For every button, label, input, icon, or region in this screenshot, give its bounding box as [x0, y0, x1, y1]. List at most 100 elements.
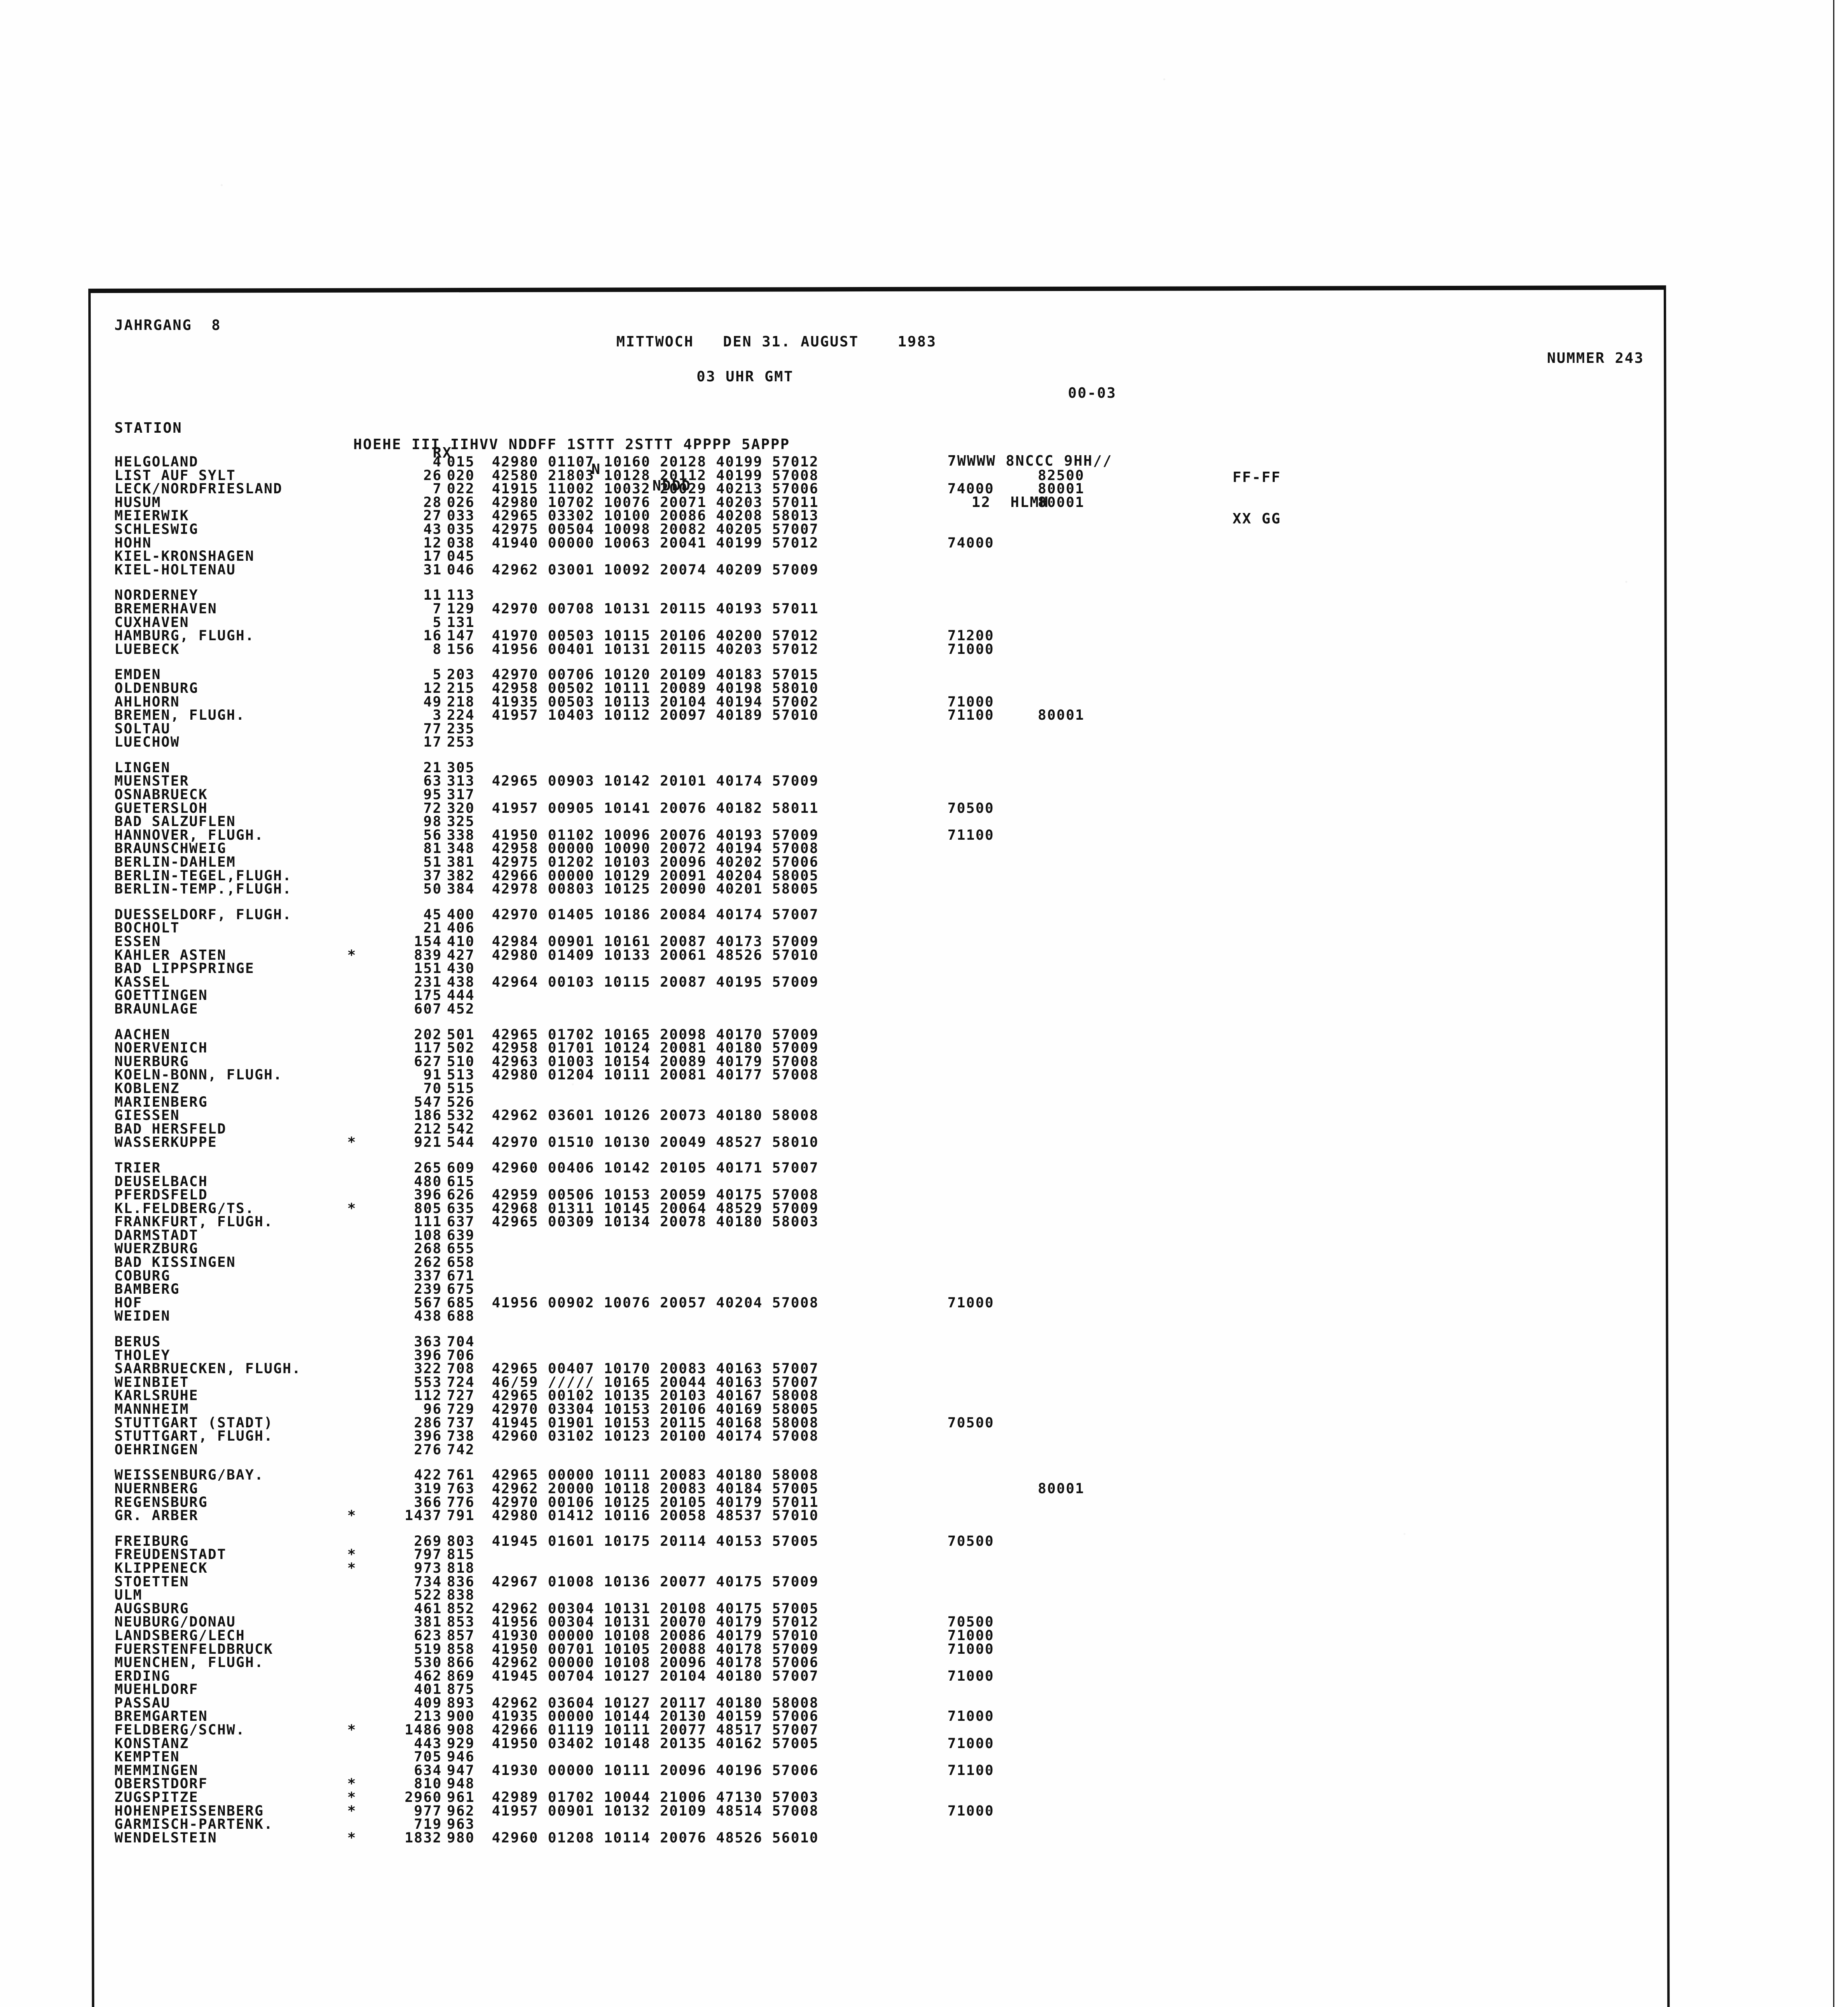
- cell-name: KL.FELDBERG/TS.: [114, 1200, 255, 1217]
- cell-iii: 655: [447, 1241, 475, 1257]
- cell-groups: 41957 10403 10112 20097 40189 57010: [492, 707, 819, 724]
- table-row: STUTTGART, FLUGH. 396 738 42960 03102 10123…: [90, 1429, 1668, 1443]
- cell-iii: 020: [447, 467, 475, 484]
- cell-iii: 400: [447, 906, 475, 923]
- cell-iii: 129: [447, 600, 475, 617]
- cell-hoehe: 409: [414, 1695, 442, 1711]
- table-row: MEMMINGEN 634 947 41930 00000 10111 20096 4…: [90, 1764, 1668, 1778]
- cell-w7: 71100: [947, 1762, 994, 1779]
- cell-groups: 41950 03402 10148 20135 40162 57005: [492, 1735, 819, 1752]
- cell-groups: 41915 11002 10032 20029 40213 57006: [492, 481, 819, 497]
- cell-name: NEUBURG/DONAU: [114, 1614, 236, 1630]
- cell-hoehe: 63: [423, 773, 442, 790]
- cell-n8: 80001: [1038, 707, 1085, 724]
- cell-iii: 045: [447, 548, 475, 565]
- cell-hoehe: 98: [423, 814, 442, 830]
- cell-name: ULM: [114, 1587, 143, 1604]
- cell-iii: 046: [447, 562, 475, 578]
- table-row: DEUSELBACH 480 615: [90, 1174, 1668, 1189]
- cell-w7: 71000: [947, 1627, 994, 1644]
- cell-groups: 41957 00901 10132 20109 48514 57008: [492, 1803, 819, 1819]
- cell-hoehe: 7: [432, 481, 442, 497]
- cell-name: ZUGSPITZE: [114, 1789, 199, 1806]
- cell-groups: 41970 00503 10115 20106 40200 57012: [492, 628, 819, 644]
- cell-hoehe: 269: [414, 1533, 442, 1549]
- cell-iii: 022: [447, 481, 475, 497]
- table-row: BAD SALZUFLEN 98 325: [90, 815, 1668, 829]
- cell-hoehe: 7: [432, 600, 442, 617]
- table-row: HOHENPEISSENBERG * 977 962 41957 00901 10132…: [90, 1803, 1668, 1819]
- cell-hoehe: 322: [414, 1361, 442, 1377]
- cell-w7: 71000: [947, 1803, 994, 1819]
- cell-hoehe: 5: [432, 667, 442, 683]
- cell-name: AHLHORN: [114, 694, 180, 710]
- cell-iii: 815: [447, 1547, 475, 1563]
- cell-hoehe: 81: [423, 841, 442, 857]
- cell-name: TRIER: [114, 1160, 161, 1176]
- cell-groups: 42978 00803 10125 20090 40201 58005: [492, 881, 819, 898]
- table-row: COBURG 337 671: [90, 1268, 1668, 1284]
- cell-hoehe: 5: [432, 614, 442, 631]
- cell-iii: 685: [447, 1295, 475, 1311]
- table-row: BERUS 363 704: [90, 1335, 1668, 1349]
- station-group: DUESSELDORF, FLUGH. 45 400 42970 01405 1018…: [90, 908, 1668, 1016]
- cell-name: SCHLESWIG: [114, 521, 199, 537]
- cell-iii: 908: [447, 1722, 475, 1738]
- cell-name: LANDSBERG/LECH: [114, 1627, 245, 1644]
- report-sheet: JAHRGANG 8 MITTWOCH DEN 31. AUGUST 1983 …: [90, 287, 1668, 2007]
- cell-w7: 74000: [947, 481, 994, 497]
- table-row: OLDENBURG 12 215 42958 00502 10111 20089 40…: [90, 682, 1668, 696]
- cell-name: KLIPPENECK: [114, 1560, 208, 1576]
- cell-name: PFERDSFELD: [114, 1187, 208, 1203]
- cell-hoehe: 186: [414, 1107, 442, 1124]
- cell-hoehe: 50: [423, 881, 442, 898]
- cell-iii: 532: [447, 1107, 475, 1124]
- cell-w7: 71200: [947, 628, 994, 644]
- cell-iii: 675: [447, 1281, 475, 1298]
- cell-iii: 857: [447, 1627, 475, 1644]
- table-row: FELDBERG/SCHW. * 1486 908 42966 01119 10111 …: [90, 1722, 1668, 1738]
- cell-groups: 41956 00902 10076 20057 40204 57008: [492, 1295, 819, 1311]
- table-row: GIESSEN 186 532 42962 03601 10126 20073 401…: [90, 1109, 1668, 1123]
- cell-name: OBERSTDORF: [114, 1776, 208, 1792]
- cell-groups: 42963 01003 10154 20089 40179 57008: [492, 1053, 819, 1070]
- table-row: PASSAU 409 893 42962 03604 10127 20117 4018…: [90, 1695, 1668, 1711]
- cell-name: LINGEN: [114, 759, 171, 776]
- cell-name: MUENSTER: [114, 773, 189, 790]
- cell-iii: 727: [447, 1388, 475, 1404]
- cell-iii: 708: [447, 1361, 475, 1377]
- cell-hoehe: 805: [414, 1200, 442, 1217]
- cell-groups: 42962 20000 10118 20083 40184 57005: [492, 1480, 819, 1497]
- cell-hoehe: 117: [414, 1040, 442, 1056]
- column-header-code-groups: HOEHE III IIHVV NDDFF 1STTT 2STTT 4PPPP …: [353, 436, 790, 453]
- table-row: LINGEN 21 305: [90, 761, 1668, 775]
- table-row: OEHRINGEN 276 742: [90, 1443, 1668, 1457]
- cell-hoehe: 4: [432, 454, 442, 470]
- cell-iii: 869: [447, 1668, 475, 1684]
- column-header-ff: FF-FF: [1233, 469, 1281, 486]
- table-row: LUECHOW 17 253: [90, 734, 1668, 751]
- cell-hoehe: 27: [423, 508, 442, 524]
- observation-period: 00-03: [1068, 385, 1117, 401]
- cell-groups: 42970 01510 10130 20049 48527 58010: [492, 1134, 819, 1151]
- cell-hoehe: 567: [414, 1295, 442, 1311]
- cell-hoehe: 3: [432, 707, 442, 724]
- cell-iii: 253: [447, 734, 475, 751]
- cell-iii: 526: [447, 1094, 475, 1110]
- cell-name: FREUDENSTADT: [114, 1547, 227, 1563]
- table-row: MUEHLDORF 401 875: [90, 1683, 1668, 1697]
- cell-hoehe: 337: [414, 1268, 442, 1284]
- cell-name: REGENSBURG: [114, 1494, 208, 1510]
- cell-groups: 42962 03601 10126 20073 40180 58008: [492, 1107, 819, 1124]
- cell-iii: 893: [447, 1695, 475, 1711]
- cell-name: OLDENBURG: [114, 680, 199, 696]
- cell-iii: 026: [447, 494, 475, 511]
- table-row: NOERVENICH 117 502 42958 01701 10124 20081 …: [90, 1040, 1668, 1056]
- cell-name: AACHEN: [114, 1026, 171, 1043]
- cell-name: KONSTANZ: [114, 1735, 189, 1752]
- cell-iii: 156: [447, 641, 475, 657]
- cell-groups: 42960 01208 10114 20076 48526 56010: [492, 1830, 819, 1846]
- cell-hoehe: 28: [423, 494, 442, 511]
- cell-name: PASSAU: [114, 1695, 171, 1711]
- table-row: STOETTEN 734 836 42967 01008 10136 20077 40…: [90, 1575, 1668, 1589]
